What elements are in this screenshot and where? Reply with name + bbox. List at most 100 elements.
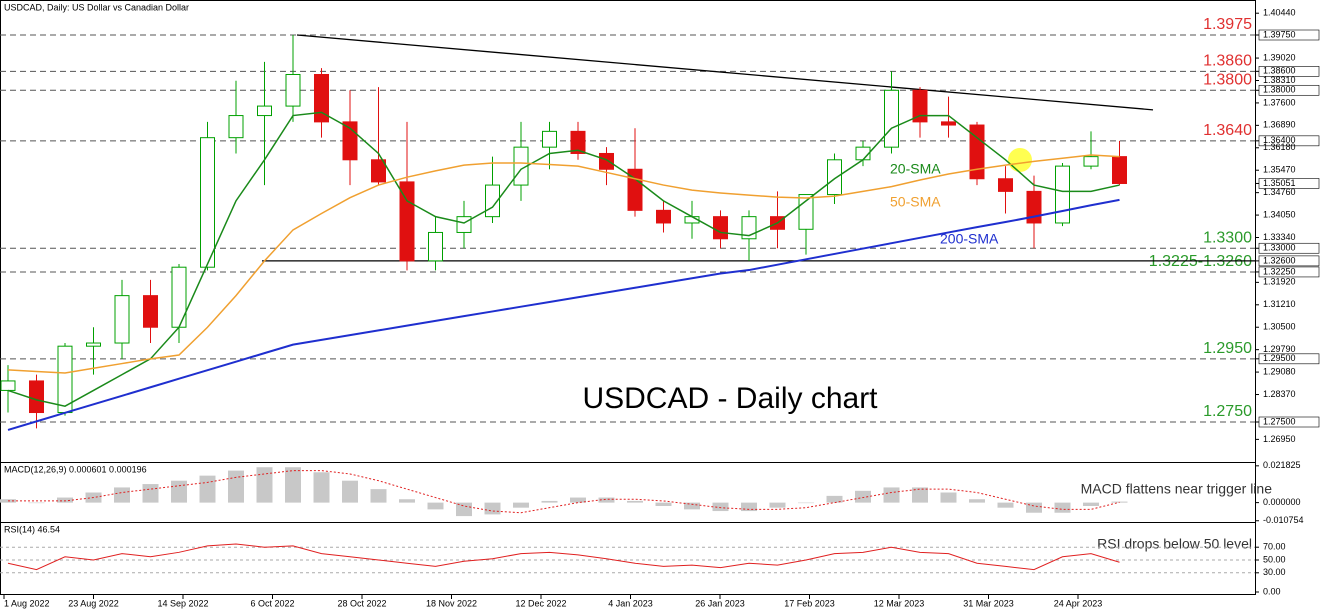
macd-tick-label: -0.010754 [1263, 515, 1304, 525]
macd-bar [969, 499, 985, 503]
level-label: 1.2750 [1203, 403, 1252, 420]
macd-bar [199, 475, 216, 503]
x-tick-label: 6 Oct 2022 [250, 598, 294, 608]
candle-body [200, 137, 215, 268]
macd-bar [228, 470, 244, 503]
y-tick-label: 1.32250 [1263, 266, 1296, 276]
rsi-tick-label: 0.00 [1263, 586, 1281, 596]
level-label: 1.3225-1.3260 [1149, 253, 1252, 270]
macd-bar [940, 492, 957, 503]
sma-label: 200-SMA [940, 231, 999, 247]
rsi-header: RSI(14) 46.54 [4, 524, 60, 534]
candle-body [29, 380, 44, 414]
level-label: 1.3975 [1203, 16, 1252, 33]
candle-body [912, 89, 928, 123]
macd-bar [57, 497, 73, 503]
level-label: 1.3860 [1203, 53, 1252, 70]
y-tick-box [1258, 242, 1320, 254]
candle-body [969, 124, 985, 180]
candle-body [228, 115, 244, 139]
chart-title: USDCAD - Daily chart [582, 382, 878, 415]
macd-bar [256, 467, 273, 503]
macd-bar [769, 502, 786, 508]
macd-bar [114, 487, 130, 503]
candle-body [285, 73, 301, 107]
rsi-tick-label: 50.00 [1263, 554, 1286, 564]
macd-bar [627, 500, 643, 503]
macd-note: MACD flattens near trigger line [1081, 481, 1273, 497]
macd-tick-label: 0.021825 [1263, 460, 1301, 470]
crossover-marker [1008, 148, 1032, 172]
y-tick-box [1258, 135, 1320, 147]
x-tick-label: 23 Aug 2022 [68, 598, 119, 608]
candle-body [542, 130, 557, 148]
y-tick-label: 1.36890 [1263, 120, 1296, 130]
candle-body [656, 209, 671, 224]
macd-bar [427, 502, 444, 510]
y-tick-label: 1.31210 [1263, 299, 1296, 309]
rsi-tick-label: 70.00 [1263, 542, 1286, 552]
macd-bar [342, 480, 358, 503]
macd-signal [8, 470, 1120, 514]
macd-bar [513, 502, 529, 508]
y-tick-label: 1.27500 [1263, 416, 1296, 426]
macd-bar [855, 490, 871, 503]
candle-body [798, 194, 814, 230]
candle-body [456, 216, 472, 233]
macd-bar [285, 467, 301, 503]
macd-bar [142, 484, 159, 503]
macd-bar [741, 502, 757, 512]
y-tick-label: 1.35470 [1263, 165, 1296, 175]
candle-body [570, 130, 586, 154]
macd-bar [684, 502, 700, 510]
y-tick-label: 1.28370 [1263, 389, 1296, 399]
y-tick-label: 1.33340 [1263, 232, 1296, 242]
macd-bar [171, 480, 187, 503]
candle-body [86, 342, 101, 347]
y-tick-label: 1.38600 [1263, 66, 1296, 76]
macd-bar [883, 487, 900, 503]
y-tick-box [1258, 416, 1320, 428]
sma-line [7, 198, 1120, 431]
macd-bar [826, 495, 843, 503]
y-tick-box [1258, 255, 1320, 267]
candle-body [257, 105, 272, 117]
y-tick-label: 1.26950 [1263, 434, 1296, 444]
macd-bar [712, 502, 729, 512]
y-tick-label: 1.38000 [1263, 85, 1296, 95]
macd-bar [1054, 502, 1071, 513]
macd-tick-label: 0.000000 [1263, 497, 1301, 507]
y-tick-label: 1.36400 [1263, 135, 1296, 145]
macd-bar [1083, 502, 1099, 506]
candle-body [428, 231, 443, 262]
rsi-tick-label: 30.00 [1263, 567, 1286, 577]
y-tick-label: 1.29790 [1263, 344, 1296, 354]
x-tick-label: 4 Jan 2023 [608, 598, 653, 608]
y-tick-box [1258, 66, 1320, 77]
x-tick-label: 28 Oct 2022 [337, 598, 386, 608]
macd-bar [370, 489, 387, 503]
trend-line [296, 34, 1154, 111]
y-tick-label: 1.31920 [1263, 277, 1296, 287]
y-tick-label: 1.29080 [1263, 366, 1296, 376]
y-tick-box [1258, 353, 1320, 365]
macd-bar [912, 487, 928, 503]
macd-frame [0, 462, 1256, 523]
y-tick-label: 1.35051 [1263, 178, 1296, 188]
candle-body [1083, 156, 1099, 167]
macd-bar [456, 502, 472, 517]
candle-body [114, 295, 130, 344]
y-tick-label: 1.38310 [1263, 75, 1296, 85]
candle-body [399, 181, 415, 262]
candle-body [0, 380, 16, 391]
x-tick-label: 12 Dec 2022 [515, 598, 566, 608]
x-tick-label: 31 Mar 2023 [963, 598, 1014, 608]
candle-body [171, 266, 187, 328]
sma-label: 50-SMA [890, 194, 941, 210]
macd-bar [598, 497, 615, 503]
y-tick-box [1258, 178, 1320, 189]
sma-line [7, 111, 1120, 408]
x-tick-label: 1 Aug 2022 [4, 598, 50, 608]
candle-body [884, 89, 899, 148]
